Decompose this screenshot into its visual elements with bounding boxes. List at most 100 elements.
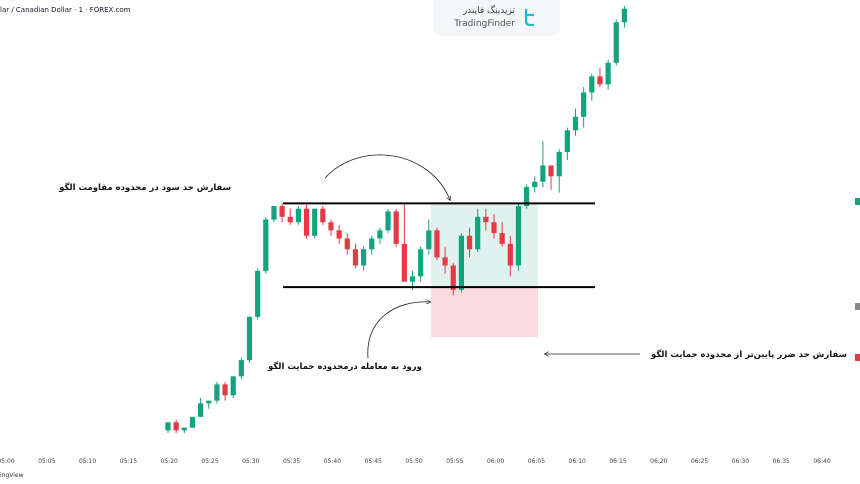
candle <box>475 208 481 252</box>
candle-body <box>572 116 579 131</box>
candle-body <box>279 206 285 217</box>
candle <box>271 206 277 223</box>
candle-body <box>361 249 367 266</box>
candle-body <box>418 249 424 277</box>
candle-body <box>336 230 342 239</box>
candle-body <box>515 206 522 266</box>
logo-fa-text: تریدینگ فایندر <box>462 6 515 16</box>
candle-body <box>393 211 399 244</box>
candle <box>515 203 522 271</box>
candle-body <box>312 208 318 236</box>
x-tick-label: 05:15 <box>120 458 137 465</box>
x-tick-label: 06:00 <box>487 458 504 465</box>
candle-body <box>540 165 546 182</box>
candle-body <box>442 257 448 266</box>
candle-body <box>532 181 538 188</box>
candle <box>605 60 611 90</box>
candle-body <box>238 360 244 377</box>
candle <box>613 19 619 66</box>
x-tick-label: 06:20 <box>650 458 667 465</box>
candle <box>564 127 570 161</box>
candle <box>393 208 399 247</box>
candle-body <box>483 216 489 223</box>
candle-body <box>499 233 505 244</box>
entry-arrow <box>367 302 430 359</box>
x-tick-label: 06:25 <box>691 458 708 465</box>
x-tick-label: 05:20 <box>161 458 178 465</box>
price-marker-down <box>855 354 860 361</box>
candle-body <box>303 208 310 236</box>
candle <box>295 206 301 225</box>
candle-body <box>613 22 619 63</box>
candle-body <box>556 151 562 177</box>
candle-body <box>352 249 359 266</box>
candle <box>581 87 587 128</box>
candle-body <box>181 427 187 431</box>
candle <box>222 381 228 401</box>
candle-body <box>466 235 473 250</box>
candle-body <box>320 208 326 223</box>
brand-logo: تریدینگ فایندر TradingFinder <box>433 0 560 36</box>
candle-body <box>263 219 269 271</box>
tp-arrow <box>324 154 450 200</box>
candle <box>320 206 326 225</box>
sl-annotation: سفارش حد ضرر پایین‌تر از محدوده حمایت ال… <box>650 349 847 360</box>
x-tick-label: 05:00 <box>0 458 15 465</box>
candle-body <box>524 187 530 207</box>
candle-body <box>189 416 196 428</box>
candle <box>263 216 269 274</box>
candle <box>385 208 391 234</box>
candle <box>401 203 407 282</box>
candle <box>572 108 579 136</box>
x-tick-label: 05:35 <box>283 458 300 465</box>
candle-body <box>198 403 204 417</box>
candle-body <box>450 265 456 290</box>
tradingview-watermark: ingView <box>0 472 24 479</box>
candle-body <box>426 230 432 250</box>
candle <box>524 184 530 209</box>
candle <box>173 419 179 434</box>
candle-body <box>621 8 627 23</box>
x-tick-label: 05:05 <box>38 458 55 465</box>
candle-body <box>246 316 253 361</box>
candle <box>507 235 513 277</box>
candle-body <box>548 165 554 177</box>
candle-body <box>271 206 277 220</box>
price-marker-up <box>855 198 860 205</box>
candle <box>434 227 440 261</box>
candle-body <box>173 422 179 431</box>
candle-body <box>458 235 464 290</box>
candle <box>418 246 424 282</box>
candle <box>499 222 505 247</box>
candle <box>556 149 562 193</box>
tradingfinder-logo-icon <box>524 9 534 26</box>
candle <box>165 422 171 434</box>
x-tick-label: 06:35 <box>773 458 790 465</box>
symbol-label: lar / Canadian Dollar · 1 · FOREX.com <box>0 6 131 14</box>
candle <box>238 357 244 380</box>
candle-body <box>230 376 236 396</box>
candle-body <box>287 216 293 223</box>
x-tick-label: 05:55 <box>446 458 463 465</box>
candle-body <box>255 270 261 317</box>
candle <box>230 376 236 398</box>
candle <box>377 227 383 244</box>
candle <box>450 262 456 296</box>
candle <box>361 246 367 271</box>
candle <box>491 214 497 239</box>
candle <box>597 68 603 88</box>
candle-body <box>491 222 497 234</box>
candle-body <box>434 230 440 258</box>
candle <box>255 268 261 320</box>
candle-body <box>605 62 611 85</box>
candle <box>344 233 350 255</box>
take-profit-zone <box>431 203 538 288</box>
stop-loss-zone <box>431 287 538 338</box>
candle-body <box>206 400 212 404</box>
candle <box>589 73 595 101</box>
x-tick-label: 05:40 <box>324 458 341 465</box>
candle <box>621 6 627 28</box>
candle <box>540 141 546 188</box>
candle <box>426 219 432 255</box>
